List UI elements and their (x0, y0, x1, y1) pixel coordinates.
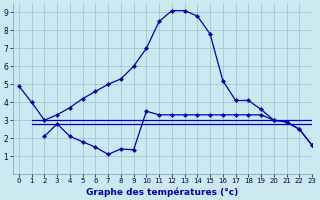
X-axis label: Graphe des températures (°c): Graphe des températures (°c) (86, 187, 238, 197)
